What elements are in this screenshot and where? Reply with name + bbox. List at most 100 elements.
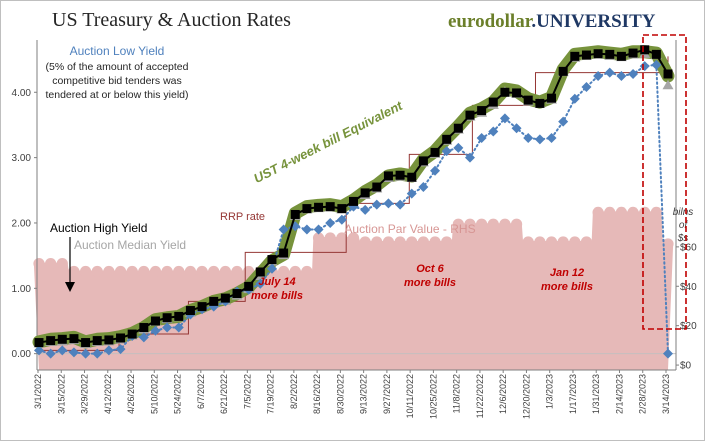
high-yield-point — [512, 88, 522, 98]
par-value-bump — [347, 232, 360, 244]
high-yield-point — [139, 323, 149, 333]
median-yield-point — [662, 79, 674, 90]
par-value-bump — [394, 236, 406, 248]
high-yield-point — [523, 95, 533, 105]
high-yield-point — [290, 209, 300, 219]
low-yield-point — [534, 134, 545, 145]
high-yield-point — [209, 296, 219, 306]
low-yield-point — [150, 325, 161, 336]
brand-logo: eurodollar.UNIVERSITY — [448, 11, 656, 32]
par-value-bump — [487, 218, 499, 230]
right-tick-label: $20 — [680, 321, 697, 332]
low-yield-point — [395, 199, 406, 210]
right-axis-label: of — [679, 220, 689, 231]
par-value-bump — [499, 218, 511, 230]
par-value-bump — [91, 265, 103, 278]
par-value-bump — [33, 258, 45, 270]
par-value-bump — [382, 236, 395, 248]
high-yield-point — [150, 316, 160, 326]
high-yield-point — [349, 196, 358, 206]
x-tick-label: 8/30/2022 — [335, 374, 345, 414]
high-yield-point — [558, 66, 568, 76]
low-yield-point — [278, 224, 289, 235]
x-tick-label: 2/28/2023 — [638, 374, 648, 414]
left-tick-label: 0.00 — [12, 349, 32, 360]
annotation-par-value: Auction Par Value - RHS — [344, 222, 475, 236]
right-axis-label: $s — [677, 233, 689, 244]
par-value-bump — [522, 236, 534, 248]
left-tick-label: 2.00 — [12, 218, 32, 229]
low-yield-point — [34, 345, 44, 356]
high-yield-point — [325, 202, 335, 212]
high-yield-point — [570, 51, 580, 61]
low-yield-point — [511, 123, 522, 134]
par-value-bump — [417, 236, 429, 248]
x-tick-label: 5/24/2022 — [173, 374, 183, 414]
high-yield-point — [127, 329, 137, 339]
low-yield-point — [441, 146, 452, 157]
par-value-bump — [114, 265, 127, 278]
high-yield-point — [616, 51, 626, 61]
x-tick-label: 1/3/2023 — [545, 374, 555, 409]
low-yield-point — [558, 116, 569, 127]
par-value-bump — [196, 265, 208, 278]
low-yield-point — [255, 278, 266, 289]
low-yield-point — [569, 93, 580, 104]
low-yield-point — [488, 126, 499, 137]
high-yield-point — [430, 147, 440, 157]
left-tick-label: 1.00 — [12, 284, 32, 295]
low-yield-point — [162, 322, 173, 333]
low-yield-point — [80, 348, 91, 359]
annotation-low-yield-note: (5% of the amount of accepted — [45, 61, 188, 73]
par-value-bump — [45, 258, 57, 270]
right-tick-label: $40 — [680, 282, 697, 293]
high-yield-point — [92, 336, 102, 346]
annotation-low-yield-title: Auction Low Yield — [70, 44, 165, 58]
high-yield-point — [185, 306, 195, 316]
high-yield-point — [407, 172, 417, 182]
low-yield-point — [383, 198, 394, 209]
par-value-bump — [138, 265, 150, 278]
par-value-bump — [359, 236, 371, 248]
x-tick-label: 12/20/2022 — [521, 374, 531, 419]
par-value-bump — [103, 265, 115, 278]
high-yield-point — [640, 45, 650, 55]
x-tick-label: 1/17/2023 — [568, 374, 578, 414]
low-yield-point — [464, 152, 475, 163]
low-yield-point — [57, 345, 68, 356]
x-tick-label: 6/21/2022 — [219, 374, 229, 414]
high-yield-point — [581, 50, 591, 60]
low-yield-point — [604, 67, 615, 78]
high-yield-point — [535, 98, 545, 108]
par-value-bump — [278, 265, 290, 278]
low-yield-point — [628, 68, 639, 79]
low-yield-point — [173, 322, 184, 333]
low-yield-point — [103, 345, 114, 356]
high-yield-point — [34, 338, 44, 348]
right-tick-label: $0 — [680, 361, 692, 372]
par-value-bump — [208, 265, 220, 278]
high-yield-point — [663, 69, 673, 79]
high-yield-point — [383, 171, 393, 181]
par-value-bump — [336, 232, 348, 244]
low-yield-point — [651, 59, 662, 70]
low-yield-point — [68, 347, 79, 358]
par-value-bump — [615, 206, 628, 219]
par-value-bump — [592, 206, 604, 219]
par-value-bump — [231, 265, 243, 278]
high-yield-point — [477, 106, 487, 116]
high-yield-point — [337, 204, 347, 214]
annotation-more-bills-date: Oct 6 — [416, 263, 444, 275]
par-value-bump — [604, 206, 616, 219]
x-tick-label: 11/22/2022 — [475, 374, 485, 418]
annotation-rrp-rate: RRP rate — [220, 211, 265, 223]
par-value-bump — [429, 236, 441, 248]
high-yield-point — [465, 110, 475, 120]
x-tick-label: 3/29/2022 — [80, 374, 90, 414]
par-value-bump — [627, 206, 639, 219]
low-yield-point — [313, 224, 324, 235]
high-yield-point — [488, 97, 498, 107]
annotation-low-yield-note: competitive bid tenders was — [52, 75, 182, 87]
high-yield-point — [500, 87, 510, 97]
